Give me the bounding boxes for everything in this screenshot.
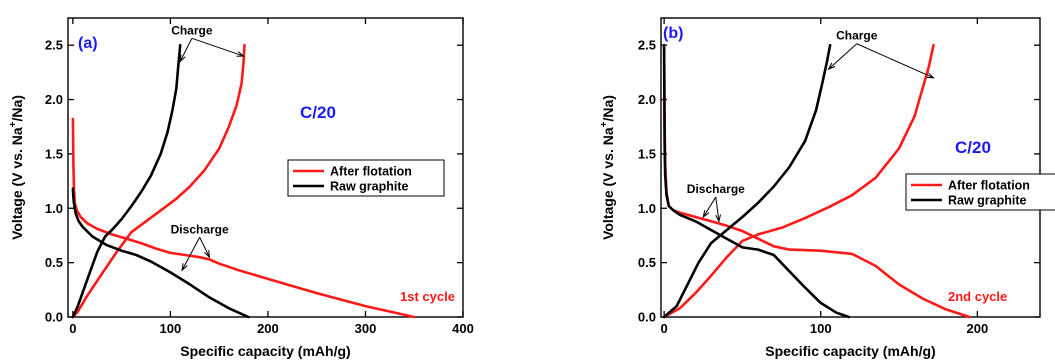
chart-panel-b: 0 100 200 0.0 0.5 1.0 1.5 2.0 2.5 Specific capaci… — [599, 17, 1055, 359]
annotation-charge: Charge — [836, 29, 878, 43]
legend-box — [905, 173, 1055, 211]
series-after-flotation-charge — [71, 43, 246, 319]
chart-panel-a: 0 100 200 300 400 0.0 0.5 1.0 1.5 2.0 2.5 Specific … — [8, 17, 474, 359]
legend-label-raw-graphite: Raw graphite — [330, 180, 409, 194]
y-axis-label-main: Voltage (V vs. Na — [9, 127, 25, 240]
annotation-charge: Charge — [171, 23, 213, 37]
y-tick-label: 1.5 — [45, 146, 63, 161]
annotation-discharge: Discharge — [171, 222, 229, 236]
y-axis-label-tail: /Na) — [600, 95, 616, 121]
x-tick-label: 400 — [452, 321, 474, 336]
legend-label-raw-graphite: Raw graphite — [948, 194, 1027, 208]
annotation-arrow — [702, 196, 717, 218]
annotation-arrow — [199, 237, 210, 258]
annotation-arrow — [181, 237, 201, 271]
x-tick-label: 0 — [661, 321, 668, 336]
annotation-arrow — [856, 43, 934, 79]
y-axis-label-sup: + — [8, 121, 19, 127]
plot-frame — [67, 17, 464, 318]
annotation-arrow — [179, 38, 193, 62]
legend-box — [287, 159, 445, 197]
series-after-flotation-discharge — [71, 117, 416, 319]
x-tick-label: 100 — [160, 321, 182, 336]
y-tick-label: 2.0 — [45, 92, 63, 107]
y-axis-label-main: Voltage (V vs. Na — [600, 127, 616, 240]
x-tick-label: 200 — [257, 321, 279, 336]
legend-label-after-flotation: After flotation — [948, 179, 1030, 193]
panel-label: (b) — [663, 25, 683, 42]
y-tick-label: 1.0 — [638, 201, 656, 216]
y-tick-label: 0.0 — [638, 310, 656, 325]
y-tick-label: 2.0 — [638, 92, 656, 107]
annotation-arrow — [715, 196, 720, 222]
annotation-arrowhead — [181, 263, 188, 272]
y-axis-label-sup: + — [599, 121, 610, 127]
series-raw-graphite-charge — [662, 43, 832, 319]
x-tick-label: 0 — [69, 321, 76, 336]
y-tick-label: 0.0 — [45, 310, 63, 325]
series-raw-graphite-discharge — [71, 187, 250, 319]
y-tick-label: 2.5 — [45, 38, 63, 53]
series-raw-graphite-discharge — [662, 43, 851, 319]
plot-frame — [660, 17, 1041, 318]
annotation-arrowhead — [715, 214, 721, 223]
y-tick-label: 1.5 — [638, 146, 656, 161]
panel-label: (a) — [78, 35, 98, 52]
annotation-discharge: Discharge — [687, 182, 745, 196]
y-tick-label: 0.5 — [638, 255, 656, 270]
annotation-arrow — [828, 43, 858, 70]
x-axis-label: Specific capacity (mAh/g) — [180, 343, 350, 359]
y-tick-label: 2.5 — [638, 38, 656, 53]
y-tick-label: 0.5 — [45, 255, 63, 270]
x-tick-label: 100 — [810, 321, 832, 336]
annotation-arrow — [191, 37, 244, 57]
annotation-arrowhead — [702, 210, 710, 219]
cycle-label: 2nd cycle — [948, 289, 1007, 304]
series-raw-graphite-charge — [71, 43, 182, 319]
x-tick-label: 300 — [355, 321, 377, 336]
y-axis-label-tail: /Na) — [9, 95, 25, 121]
x-tick-label: 200 — [967, 321, 989, 336]
rate-label: C/20 — [955, 138, 991, 157]
x-axis-label: Specific capacity (mAh/g) — [765, 343, 935, 359]
annotation-arrowhead — [204, 250, 211, 259]
annotation-arrowhead — [179, 54, 186, 63]
y-axis-label: Voltage (V vs. Na+/Na) — [8, 95, 25, 240]
cycle-label: 1st cycle — [400, 289, 455, 304]
rate-label: C/20 — [300, 103, 336, 122]
annotation-arrowhead — [236, 51, 245, 57]
legend-label-after-flotation: After flotation — [330, 165, 412, 179]
y-axis-label: Voltage (V vs. Na+/Na) — [599, 95, 616, 240]
annotation-arrowhead — [827, 62, 836, 71]
y-tick-label: 1.0 — [45, 201, 63, 216]
annotation-arrowhead — [926, 72, 935, 79]
series-after-flotation-charge — [662, 43, 935, 319]
